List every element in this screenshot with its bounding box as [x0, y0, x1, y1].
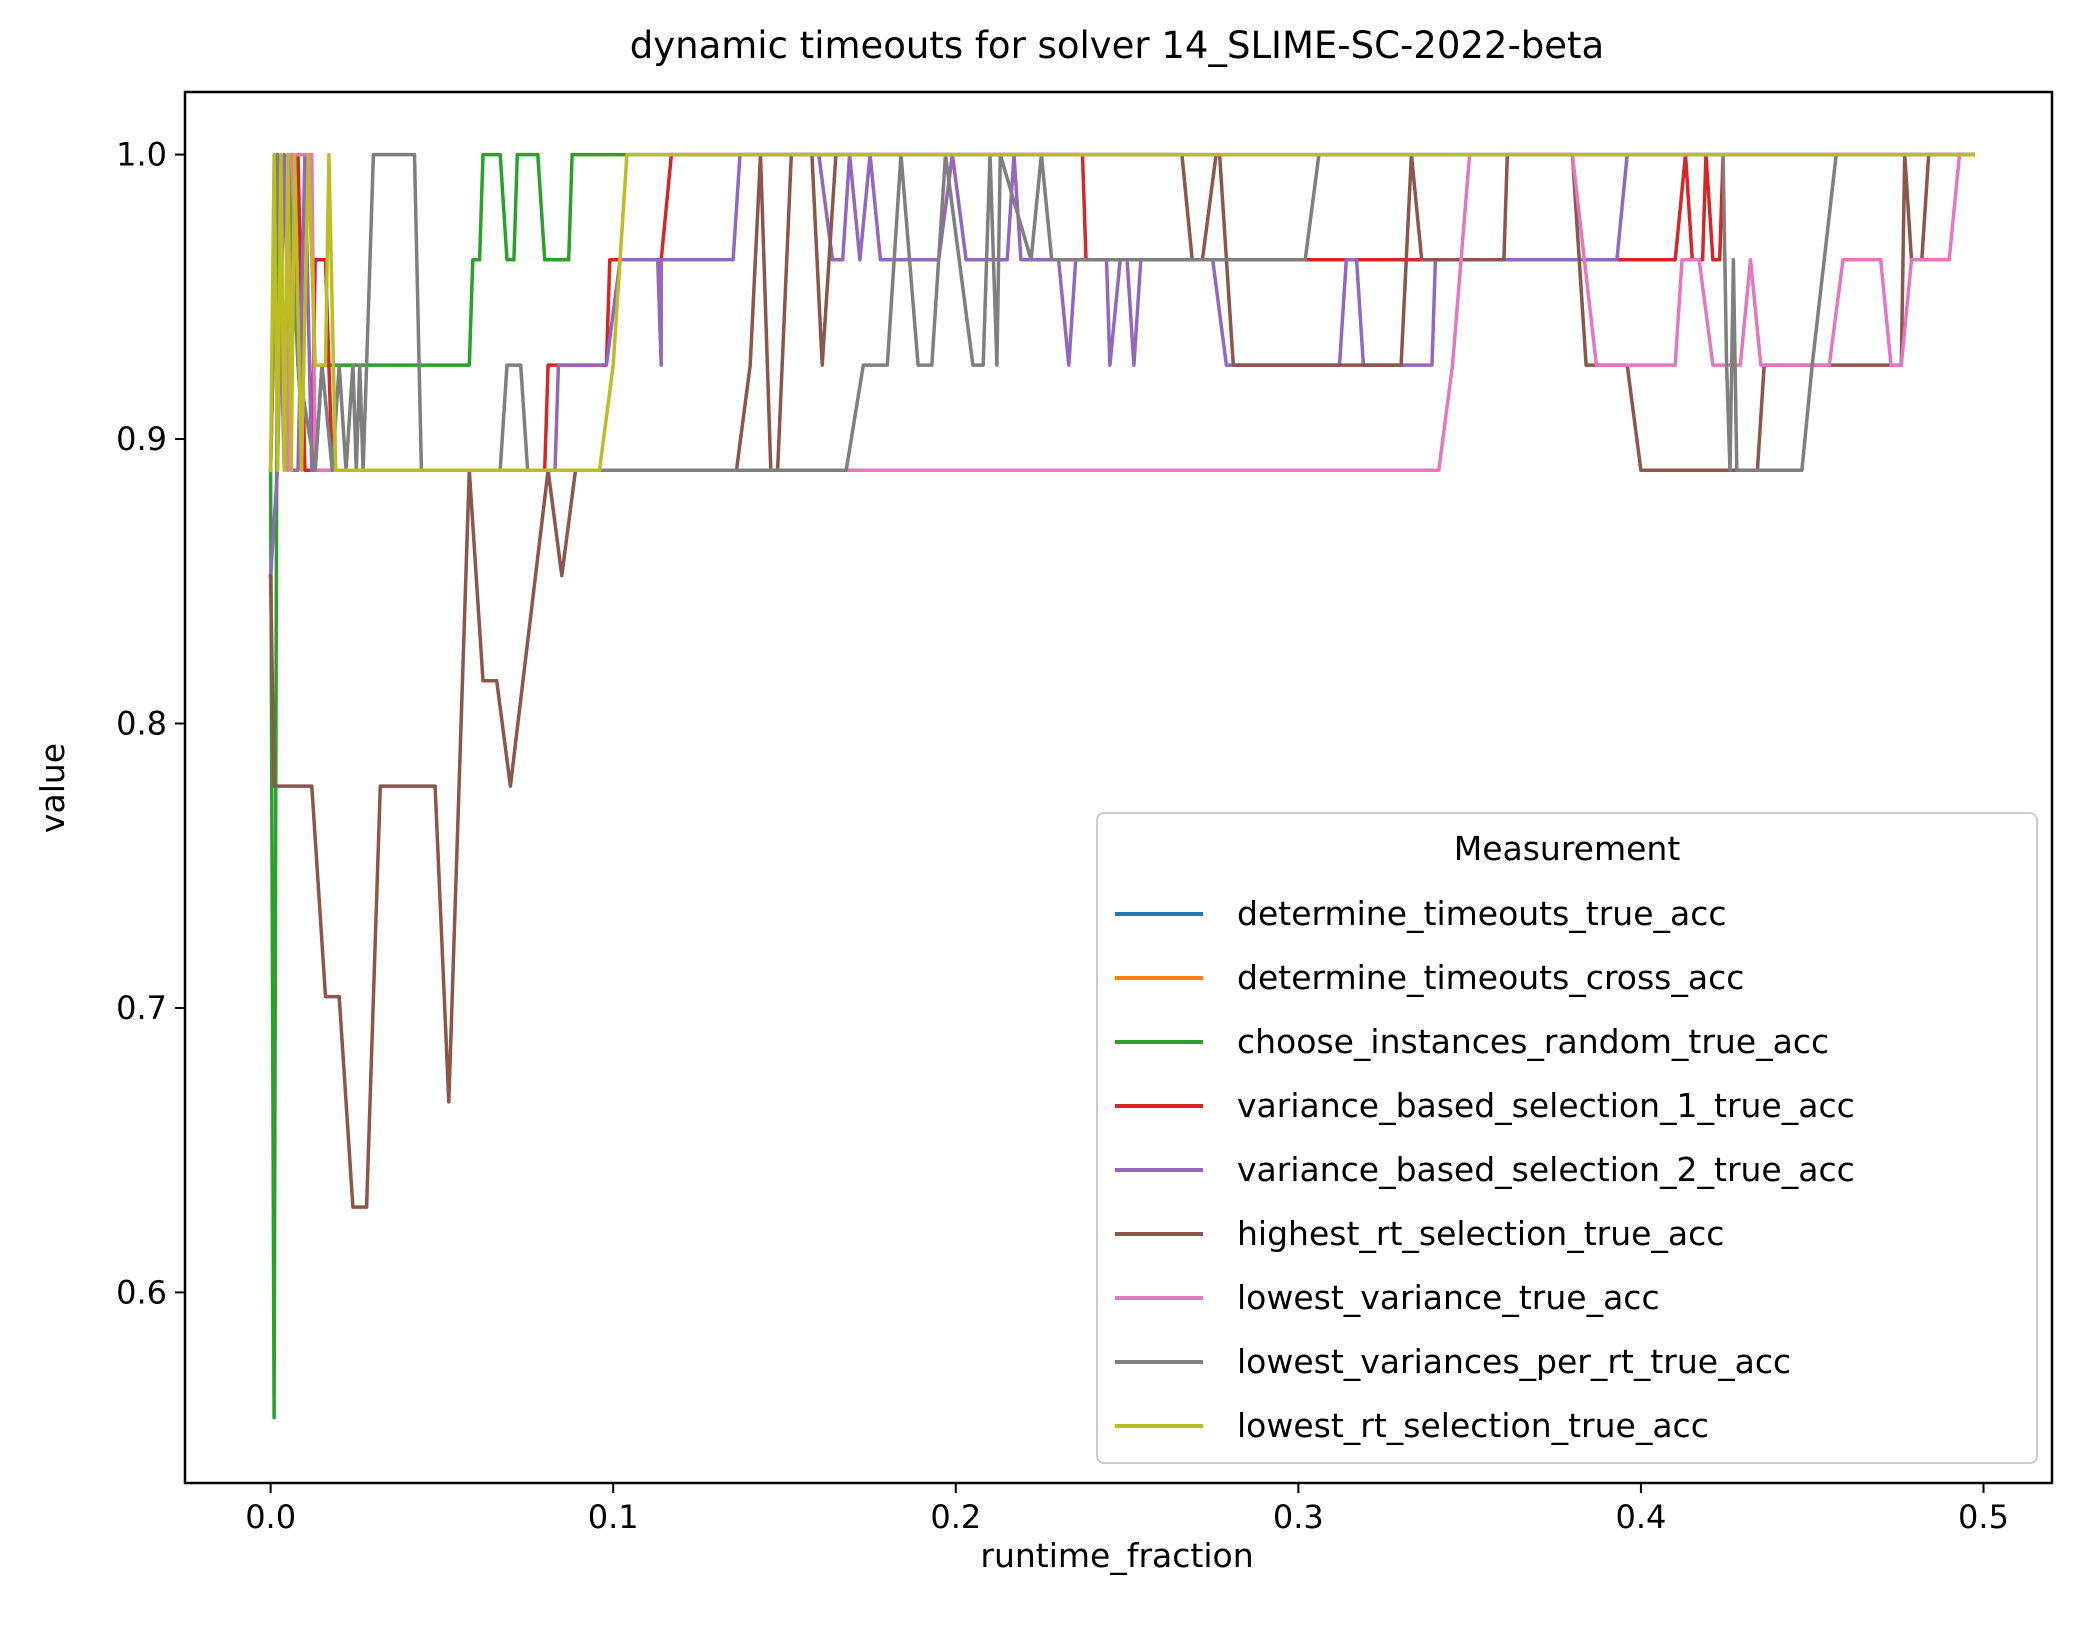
- x-axis-ticks: 0.0 0.1 0.2 0.3 0.4 0.5: [245, 1483, 2009, 1536]
- series-line-highest-rt-selection-true-acc: [268, 152, 1975, 1209]
- y-tick-label: 0.8: [116, 704, 167, 742]
- y-tick-label: 1.0: [116, 136, 167, 174]
- legend-label: variance_based_selection_2_true_acc: [1237, 1150, 1855, 1189]
- x-tick-label: 0.0: [245, 1498, 296, 1536]
- series-layer: [268, 152, 1975, 1420]
- legend-title: Measurement: [1454, 829, 1681, 868]
- chart-title: dynamic timeouts for solver 14_SLIME-SC-…: [630, 24, 1604, 67]
- legend-label: choose_instances_random_true_acc: [1237, 1022, 1829, 1061]
- x-tick-label: 0.3: [1273, 1498, 1324, 1536]
- legend-label: highest_rt_selection_true_acc: [1237, 1214, 1724, 1253]
- y-tick-label: 0.9: [116, 420, 167, 458]
- legend-label: lowest_variance_true_acc: [1237, 1278, 1660, 1317]
- legend: Measurement determine_timeouts_true_accd…: [1096, 812, 2038, 1464]
- y-axis-label: value: [33, 743, 72, 833]
- legend-label: determine_timeouts_cross_acc: [1237, 958, 1744, 997]
- legend-items: determine_timeouts_true_acc determine_tim…: [1115, 894, 1855, 1445]
- x-tick-label: 0.4: [1615, 1498, 1666, 1536]
- legend-label: determine_timeouts_true_acc: [1237, 894, 1727, 933]
- legend-label: lowest_rt_selection_true_acc: [1237, 1406, 1709, 1445]
- legend-label: variance_based_selection_1_true_acc: [1237, 1086, 1855, 1125]
- series-line-lowest-variances-per-rt-true-acc: [268, 152, 1975, 473]
- series-line-lowest-rt-selection-true-acc: [268, 152, 1975, 473]
- x-tick-label: 0.1: [588, 1498, 639, 1536]
- legend-box: [1096, 812, 2038, 1464]
- y-tick-label: 0.7: [116, 989, 167, 1027]
- x-tick-label: 0.2: [930, 1498, 981, 1536]
- x-axis-label: runtime_fraction: [980, 1536, 1253, 1575]
- y-tick-label: 0.6: [116, 1273, 167, 1311]
- legend-label: lowest_variances_per_rt_true_acc: [1237, 1342, 1791, 1381]
- x-tick-label: 0.5: [1958, 1498, 2009, 1536]
- plot-frame: [183, 90, 2054, 1485]
- y-axis-ticks: 0.6 0.7 0.8 0.9 1.0: [116, 136, 185, 1311]
